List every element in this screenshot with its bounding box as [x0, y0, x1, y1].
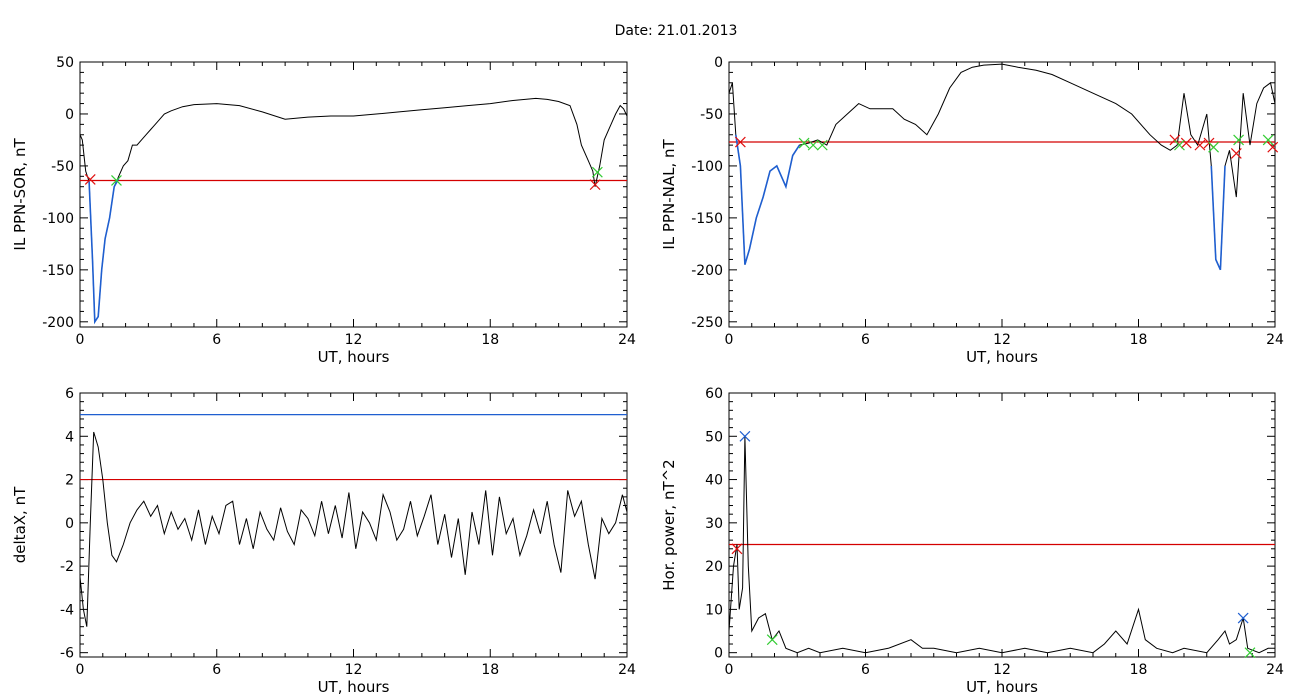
y-tick-label: -200	[691, 263, 723, 279]
red-x-marker	[1230, 148, 1242, 159]
green-x-marker	[591, 166, 603, 178]
y-axis-title: Hor. power, nT^2	[660, 459, 678, 590]
series-line-blue	[735, 134, 801, 265]
x-tick-label: 24	[1266, 332, 1284, 348]
x-tick-label: 12	[345, 662, 363, 678]
red-x-marker	[1267, 141, 1279, 153]
y-tick-label: 6	[65, 386, 74, 402]
y-tick-label: 2	[65, 473, 74, 489]
x-tick-label: 12	[993, 332, 1011, 348]
x-tick-label: 0	[725, 332, 734, 348]
x-tick-label: 6	[861, 662, 870, 678]
x-tick-label: 6	[212, 662, 221, 678]
x-axis-title: UT, hours	[318, 678, 390, 696]
y-tick-label: 60	[705, 386, 723, 402]
series-line	[729, 63, 1275, 271]
y-axis-title: IL PPN-SOR, nT	[11, 138, 29, 251]
red-x-marker	[84, 174, 96, 185]
plot-area	[729, 436, 1275, 654]
y-tick-label: 40	[705, 473, 723, 489]
blue-x-marker	[739, 430, 751, 442]
chart-panel-2: 0 6 12 18 24 -250 -200 -150 -100 -50 0 UT, hours IL …	[660, 55, 1284, 366]
red-x-marker	[1194, 139, 1206, 151]
y-tick-label: 20	[705, 559, 723, 575]
page-title: Date: 21.01.2013	[615, 23, 738, 39]
y-tick-label: 30	[705, 516, 723, 532]
x-tick-label: 6	[212, 332, 221, 348]
y-tick-label: 0	[65, 516, 74, 532]
green-x-marker	[1233, 134, 1245, 146]
series-line	[80, 97, 627, 324]
plot-frame	[728, 61, 1276, 328]
series-line	[729, 436, 1275, 654]
y-tick-label: -150	[42, 263, 74, 279]
green-x-marker	[1174, 139, 1185, 151]
x-tick-label: 6	[861, 332, 870, 348]
y-tick-label: -50	[51, 159, 74, 175]
y-tick-label: 0	[65, 107, 74, 123]
x-tick-label: 12	[993, 662, 1011, 678]
plot-frame	[79, 61, 628, 328]
y-tick-label: -150	[691, 211, 723, 227]
y-tick-label: 50	[705, 429, 723, 445]
chart-panel-1: 0 6 12 18 24 -200 -150 -100 -50 0 50 UT, hours IL PP…	[11, 55, 636, 366]
x-tick-label: 24	[618, 662, 636, 678]
y-tick-label: -100	[42, 211, 74, 227]
y-axis-title: IL PPN-NAL, nT	[660, 139, 678, 250]
x-tick-label: 0	[76, 332, 85, 348]
y-tick-label: 0	[714, 646, 723, 662]
red-x-marker	[731, 543, 743, 555]
series-line-blue	[1210, 165, 1226, 271]
series-line-blue	[88, 178, 120, 325]
green-x-marker	[1208, 141, 1219, 153]
blue-x-marker	[1237, 612, 1249, 624]
x-tick-label: 24	[618, 332, 636, 348]
x-tick-label: 0	[76, 662, 85, 678]
plot-area	[729, 63, 1275, 271]
red-x-marker	[589, 179, 601, 191]
plot-area	[80, 97, 627, 325]
x-tick-label: 18	[1130, 332, 1148, 348]
green-x-marker	[816, 139, 828, 151]
x-tick-label: 18	[481, 662, 499, 678]
green-x-marker	[798, 137, 810, 149]
y-tick-label: -6	[60, 646, 74, 662]
chart-panel-4: 0 6 12 18 24 0 10 20 30 40 50 60 UT, hours Hor. power…	[660, 386, 1284, 696]
y-tick-label: 0	[714, 55, 723, 71]
plot-area	[80, 414, 627, 627]
green-x-marker	[766, 634, 778, 646]
x-tick-label: 24	[1266, 662, 1284, 678]
red-x-marker	[734, 136, 746, 148]
y-tick-label: -50	[700, 107, 723, 123]
green-x-marker	[1244, 647, 1256, 659]
y-tick-label: -4	[60, 602, 74, 618]
y-tick-label: -100	[691, 159, 723, 175]
x-axis-title: UT, hours	[318, 348, 390, 366]
y-tick-label: 50	[56, 55, 74, 71]
x-axis-title: UT, hours	[966, 678, 1038, 696]
green-x-marker	[111, 175, 122, 186]
series-line	[80, 431, 627, 627]
x-tick-label: 18	[481, 332, 499, 348]
green-x-marker	[807, 139, 819, 151]
y-tick-label: 10	[705, 602, 723, 618]
red-x-marker	[1180, 137, 1192, 149]
x-tick-label: 18	[1130, 662, 1148, 678]
plot-frame	[728, 392, 1276, 658]
x-axis-title: UT, hours	[966, 348, 1038, 366]
y-tick-label: -250	[691, 315, 723, 331]
y-axis-title: deltaX, nT	[11, 486, 29, 563]
y-tick-label: -2	[60, 559, 74, 575]
green-x-marker	[1262, 134, 1274, 146]
y-tick-label: -200	[42, 315, 74, 331]
y-tick-label: 4	[65, 429, 74, 445]
x-tick-label: 0	[725, 662, 734, 678]
x-tick-label: 12	[345, 332, 363, 348]
